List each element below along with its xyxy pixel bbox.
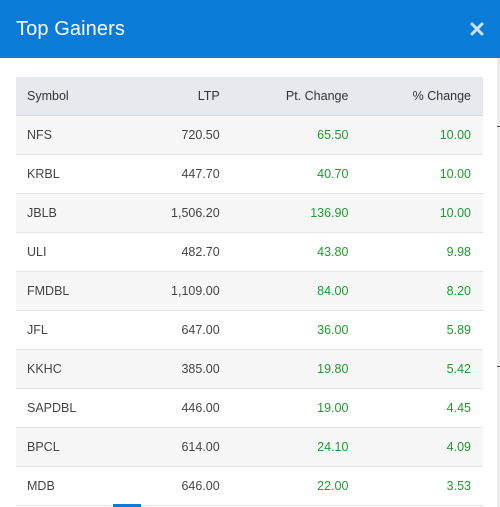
cell-pct-change: 8.20 [360,271,483,311]
cell-symbol: ULI [16,232,124,272]
gainers-table: Symbol LTP Pt. Change % Change NFS 720.50… [16,77,483,506]
cell-ltp: 446.00 [123,388,232,428]
cell-pct-change: 4.45 [360,388,483,428]
table-row[interactable]: NFS 720.50 65.50 10.00 [16,115,483,155]
cell-symbol: FMDBL [16,271,124,311]
column-header-pt-change[interactable]: Pt. Change [231,77,361,116]
table-row[interactable]: KKHC 385.00 19.80 5.42 [16,349,483,389]
cell-pt-change: 22.00 [231,466,361,506]
cell-pt-change: 19.00 [231,388,361,428]
cell-symbol: BPCL [16,427,124,467]
cell-ltp: 1,506.20 [123,193,232,233]
cell-symbol: SAPDBL [16,388,124,428]
cell-ltp: 646.00 [123,466,232,506]
modal-header: Top Gainers [0,0,500,58]
gainers-table-container: Symbol LTP Pt. Change % Change NFS 720.50… [16,77,483,506]
close-icon[interactable] [468,20,486,38]
cell-pct-change: 10.00 [360,154,483,194]
cell-pt-change: 40.70 [231,154,361,194]
table-row[interactable]: FMDBL 1,109.00 84.00 8.20 [16,271,483,311]
table-row[interactable]: MDB 646.00 22.00 3.53 [16,466,483,506]
cell-pt-change: 43.80 [231,232,361,272]
table-row[interactable]: JFL 647.00 36.00 5.89 [16,310,483,350]
cell-ltp: 385.00 [123,349,232,389]
column-header-pct-change[interactable]: % Change [360,77,483,116]
scroll-indicator [113,504,141,507]
column-header-symbol[interactable]: Symbol [16,77,124,116]
table-row[interactable]: ULI 482.70 43.80 9.98 [16,232,483,272]
cell-ltp: 447.70 [123,154,232,194]
cell-ltp: 482.70 [123,232,232,272]
table-row[interactable]: BPCL 614.00 24.10 4.09 [16,427,483,467]
table-row[interactable]: JBLB 1,506.20 136.90 10.00 [16,193,483,233]
cell-pct-change: 3.53 [360,466,483,506]
cell-symbol: NFS [16,115,124,155]
cell-pct-change: 9.98 [360,232,483,272]
cell-ltp: 1,109.00 [123,271,232,311]
column-header-ltp[interactable]: LTP [123,77,232,116]
cell-pct-change: 10.00 [360,115,483,155]
cell-pct-change: 5.89 [360,310,483,350]
modal-title: Top Gainers [16,17,125,40]
table-header-row: Symbol LTP Pt. Change % Change [16,77,483,116]
cell-symbol: KRBL [16,154,124,194]
cell-pt-change: 65.50 [231,115,361,155]
cell-pt-change: 84.00 [231,271,361,311]
cell-pt-change: 136.90 [231,193,361,233]
cell-symbol: KKHC [16,349,124,389]
table-row[interactable]: KRBL 447.70 40.70 10.00 [16,154,483,194]
cell-pct-change: 10.00 [360,193,483,233]
cell-symbol: MDB [16,466,124,506]
cell-ltp: 647.00 [123,310,232,350]
cell-pt-change: 24.10 [231,427,361,467]
cell-symbol: JBLB [16,193,124,233]
cell-ltp: 614.00 [123,427,232,467]
cell-pt-change: 36.00 [231,310,361,350]
cell-symbol: JFL [16,310,124,350]
cell-pt-change: 19.80 [231,349,361,389]
cell-pct-change: 4.09 [360,427,483,467]
cell-pct-change: 5.42 [360,349,483,389]
table-row[interactable]: SAPDBL 446.00 19.00 4.45 [16,388,483,428]
cell-ltp: 720.50 [123,115,232,155]
scrollbar-track[interactable] [497,58,500,507]
